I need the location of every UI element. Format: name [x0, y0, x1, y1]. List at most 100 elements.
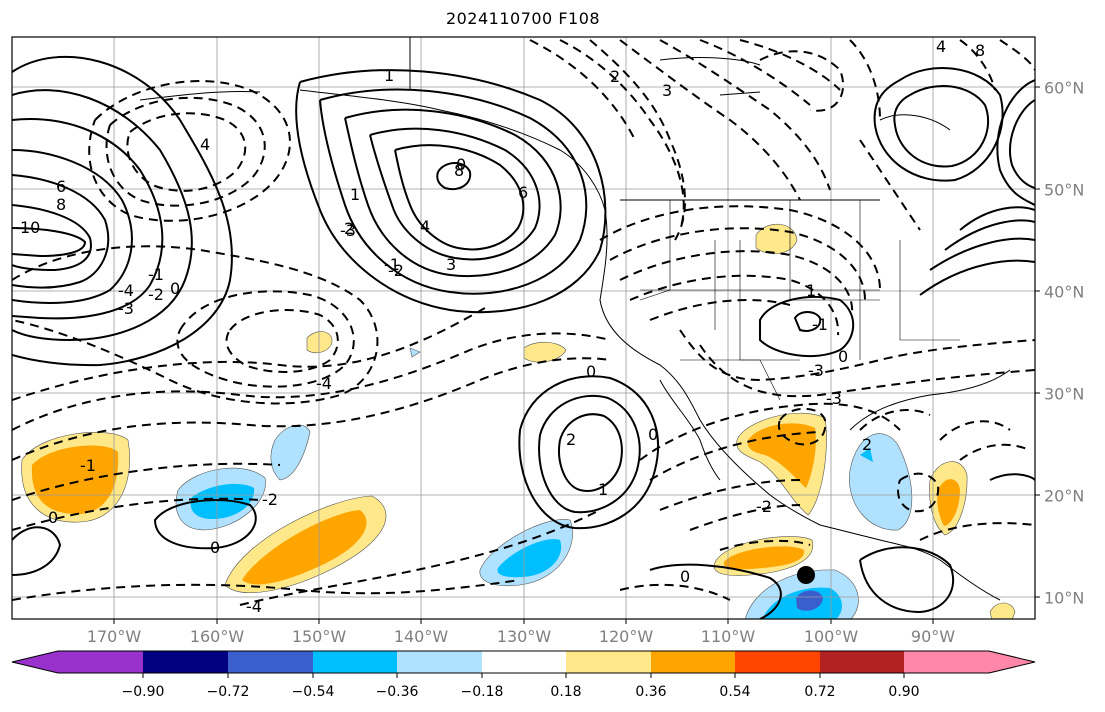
- positive-anomaly-core: [31, 445, 119, 515]
- contour-label: 0: [838, 347, 848, 366]
- colorbar-tick-label: 0.90: [888, 684, 920, 700]
- colorbar-segment: [228, 651, 313, 673]
- positive-anomaly-core: [747, 423, 816, 488]
- colorbar-segment: [482, 651, 566, 673]
- contour-label: 3: [662, 81, 672, 100]
- contour-label: 0: [648, 425, 658, 444]
- negative-anomaly-area: [849, 433, 913, 531]
- negative-anomaly-core: [860, 448, 873, 462]
- latitude-label: 30°N: [1044, 384, 1085, 404]
- contour-label: -3: [340, 221, 356, 240]
- colorbar-segment: [313, 651, 397, 673]
- axis-ticks: [113, 86, 1040, 624]
- longitude-label: 170°W: [86, 627, 142, 646]
- positive-contours: [12, 55, 1035, 619]
- positive-anomaly-core: [242, 510, 367, 585]
- contour-label: -4: [246, 597, 262, 616]
- latitude-label: 60°N: [1044, 78, 1085, 98]
- contour-label: 2: [862, 435, 872, 454]
- colorbar-segment: [735, 651, 820, 673]
- colorbar-tick-label: −0.18: [460, 684, 504, 700]
- contour-label: -1: [80, 456, 96, 475]
- colorbar-tick-label: −0.90: [121, 684, 165, 700]
- coastlines: [139, 37, 1011, 601]
- colorbar-segment: [58, 651, 143, 673]
- contour-label: 6: [56, 177, 66, 196]
- colorbar-tick-label: 0.36: [635, 684, 667, 700]
- latitude-label: 40°N: [1044, 282, 1085, 302]
- longitude-label: 160°W: [189, 627, 245, 646]
- colorbar-segment: [397, 651, 482, 673]
- contour-label: 2: [610, 67, 620, 86]
- negative-anomaly-core: [497, 539, 562, 578]
- contour-label: 8: [454, 161, 464, 180]
- contour-label: 0: [680, 567, 690, 586]
- longitude-label: 140°W: [393, 627, 449, 646]
- contour-label: -4: [316, 374, 332, 393]
- contour-label: 10: [20, 218, 40, 237]
- contour-label: -3: [808, 361, 824, 380]
- longitude-label: 130°W: [496, 627, 552, 646]
- colorbar-segment: [904, 651, 989, 673]
- contour-label: 0: [48, 508, 58, 527]
- positive-anomaly-core: [723, 546, 805, 570]
- contour-label: -4: [118, 281, 134, 300]
- contour-label: -1: [812, 315, 828, 334]
- contour-label: 8: [56, 195, 66, 214]
- colorbar-segment: [12, 651, 58, 673]
- shading-layer: [21, 223, 1016, 619]
- location-marker-dot: [797, 566, 815, 584]
- longitude-label: 110°W: [700, 627, 756, 646]
- contour-label: 1: [350, 185, 360, 204]
- colorbar-segment: [989, 651, 1035, 673]
- colorbar-segment: [820, 651, 904, 673]
- contour-label: 1: [806, 281, 816, 300]
- colorbar-segment: [143, 651, 228, 673]
- contour-label: -2: [262, 490, 278, 509]
- positive-anomaly-area: [523, 341, 567, 363]
- contour-label: 0: [456, 155, 466, 174]
- colorbar-segment: [651, 651, 735, 673]
- contour-label: -3: [826, 389, 842, 408]
- map-title: 2024110700 F108: [445, 9, 601, 28]
- colorbar-tick-label: −0.54: [291, 684, 335, 700]
- latitude-label: 50°N: [1044, 180, 1085, 200]
- colorbar-tick-label: −0.72: [206, 684, 250, 700]
- contour-label: -1: [384, 255, 400, 274]
- longitude-label: 100°W: [803, 627, 859, 646]
- colorbar-tick-label: 0.72: [804, 684, 836, 700]
- contour-label: 2: [344, 219, 354, 238]
- contour-label-layer: 1 2 3 4 6 8 10 0 -1 -2 -3 -4 0 1 2 3 4 6…: [20, 37, 985, 616]
- contour-label: 3: [446, 255, 456, 274]
- contour-label: 0: [210, 538, 220, 557]
- contour-label: 1: [384, 66, 394, 85]
- positive-anomaly-area: [306, 331, 333, 354]
- contour-label: 0: [170, 279, 180, 298]
- contour-label: 1: [598, 480, 608, 499]
- colorbar-outline: [11, 650, 1036, 674]
- colorbar-segment: [566, 651, 651, 673]
- positive-anomaly-core: [937, 479, 960, 526]
- longitude-label: 90°W: [910, 627, 956, 646]
- contour-label: -2: [388, 261, 404, 280]
- colorbar: [11, 650, 1036, 678]
- contour-label: 4: [936, 37, 946, 56]
- latitude-label: 20°N: [1044, 486, 1085, 506]
- latitude-label: 10°N: [1044, 588, 1085, 608]
- contour-label: -3: [118, 299, 134, 318]
- colorbar-tick-label: −0.36: [375, 684, 419, 700]
- colorbar-ticks: [142, 673, 905, 678]
- contour-label: 2: [566, 430, 576, 449]
- contour-label: -2: [148, 285, 164, 304]
- contour-label: -2: [756, 497, 772, 516]
- strong-negative-core: [796, 590, 823, 611]
- longitude-label: 150°W: [291, 627, 347, 646]
- contour-label: 6: [518, 183, 528, 202]
- contour-label: 8: [975, 41, 985, 60]
- longitude-label: 120°W: [598, 627, 654, 646]
- negative-contours: [12, 39, 1035, 606]
- contour-label: 4: [420, 217, 430, 236]
- negative-anomaly-core: [190, 483, 255, 520]
- negative-anomaly-area: [409, 347, 421, 358]
